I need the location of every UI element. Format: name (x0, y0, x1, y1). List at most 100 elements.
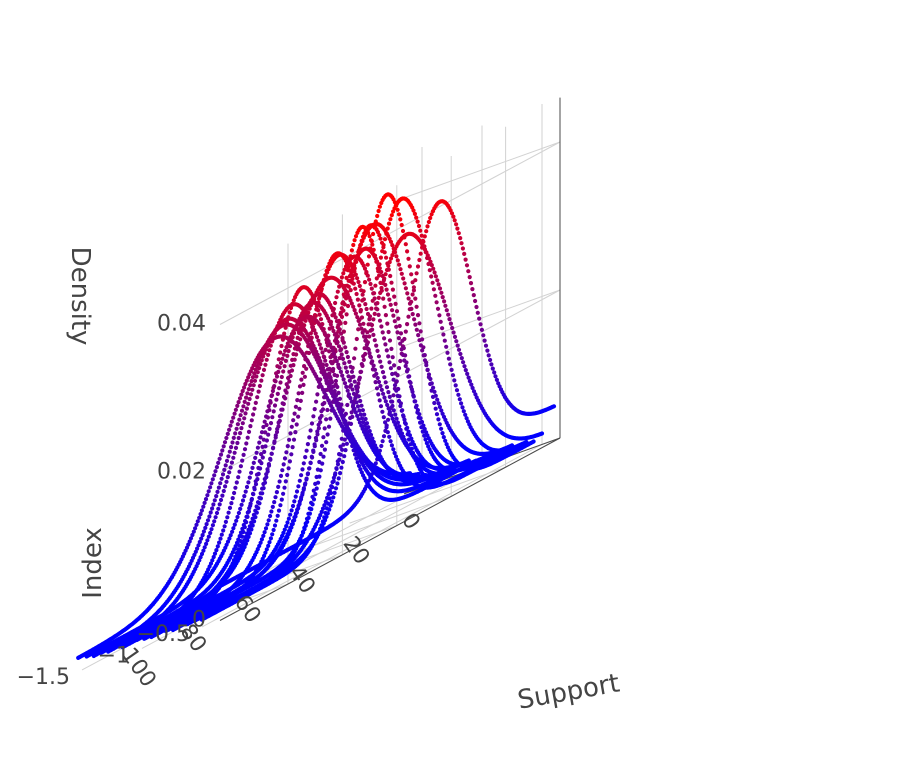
data-point (376, 208, 381, 214)
data-point (284, 524, 289, 529)
data-point (221, 488, 226, 494)
data-point (228, 423, 233, 428)
data-point (335, 459, 340, 464)
data-point (283, 388, 288, 393)
data-point (285, 472, 290, 478)
data-point (312, 328, 317, 333)
data-point (229, 460, 234, 465)
data-point (229, 419, 234, 424)
data-point (353, 396, 358, 401)
data-point (465, 419, 470, 424)
data-point (356, 394, 361, 399)
data-point (221, 444, 226, 449)
data-point (328, 490, 334, 496)
z-axis-title: Density (65, 247, 95, 346)
data-point (437, 286, 443, 291)
data-point (450, 325, 455, 331)
data-point (305, 442, 310, 447)
data-point (196, 543, 201, 548)
data-point (272, 439, 277, 444)
data-point (427, 268, 432, 273)
data-point (394, 416, 399, 421)
data-point (215, 489, 220, 494)
data-point (250, 465, 255, 470)
data-point (398, 217, 403, 222)
density-curve (163, 223, 500, 634)
data-point (247, 396, 252, 402)
data-point (305, 519, 310, 525)
data-point (312, 442, 317, 447)
data-point (268, 536, 273, 541)
data-point (301, 382, 306, 387)
data-point (234, 518, 239, 523)
data-point (410, 280, 415, 285)
data-point (272, 403, 278, 408)
data-point (368, 355, 373, 360)
data-point (320, 506, 326, 511)
data-point (356, 318, 361, 323)
data-point (263, 550, 268, 555)
data-point (409, 272, 414, 277)
data-point (345, 303, 351, 309)
data-point (407, 301, 413, 306)
data-point (294, 422, 299, 427)
data-point (368, 322, 373, 327)
data-point (279, 497, 284, 502)
data-point (432, 270, 437, 275)
data-point (230, 440, 235, 445)
data-point (244, 484, 250, 490)
data-point (473, 298, 478, 304)
y-tick-label: −1.5 (17, 665, 70, 690)
data-point (244, 514, 249, 519)
data-point (279, 374, 284, 380)
data-point (237, 534, 242, 539)
data-point (227, 470, 232, 475)
data-point (247, 372, 252, 377)
data-point (246, 387, 251, 392)
data-point (386, 354, 391, 359)
data-point (216, 506, 221, 511)
data-point (313, 331, 318, 336)
data-point (344, 312, 349, 317)
data-point (322, 426, 327, 431)
data-point (218, 452, 224, 457)
data-point (386, 267, 391, 272)
data-point (244, 406, 249, 411)
data-point (236, 510, 241, 516)
data-point (375, 348, 380, 353)
data-point (488, 357, 493, 363)
data-point (382, 336, 387, 341)
data-point (319, 409, 324, 414)
data-point (271, 409, 276, 414)
data-point (341, 377, 346, 382)
data-point (251, 492, 256, 497)
data-point (201, 529, 206, 534)
data-point (216, 460, 221, 465)
data-point (407, 433, 412, 438)
data-point (243, 411, 248, 416)
data-point (235, 403, 240, 408)
data-point (327, 371, 332, 376)
data-point (443, 303, 448, 308)
data-point (210, 558, 215, 563)
data-point (378, 280, 383, 285)
data-point (235, 422, 240, 427)
data-point (381, 415, 386, 420)
data-point (396, 212, 402, 217)
data-point (243, 381, 248, 387)
data-point (340, 373, 345, 378)
data-point (471, 293, 476, 298)
data-point (418, 329, 423, 334)
data-point (422, 244, 427, 249)
data-point (340, 447, 345, 452)
data-point (237, 417, 242, 422)
data-point (382, 304, 387, 309)
data-point (360, 416, 365, 421)
data-point (291, 352, 296, 357)
data-point (319, 509, 324, 514)
data-point (190, 532, 195, 538)
data-point (428, 376, 433, 382)
data-point (381, 434, 387, 439)
data-point (375, 307, 380, 312)
